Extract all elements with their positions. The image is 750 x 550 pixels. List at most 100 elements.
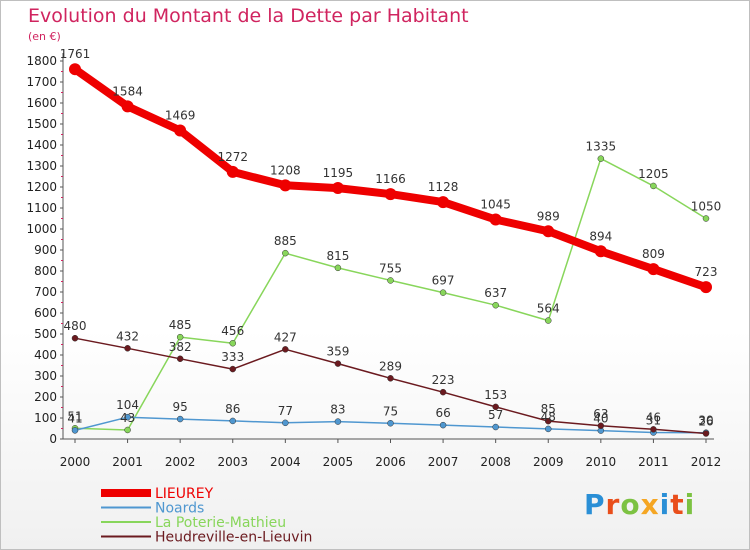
data-point bbox=[545, 425, 552, 433]
data-point bbox=[334, 264, 342, 272]
data-point bbox=[229, 339, 236, 347]
proxiti-logo: Proxiti bbox=[584, 488, 695, 521]
legend-swatch bbox=[101, 521, 151, 523]
x-tick-label: 2002 bbox=[165, 455, 196, 469]
data-point bbox=[334, 360, 342, 367]
data-point bbox=[542, 225, 555, 238]
data-point bbox=[334, 418, 342, 425]
logo-letter: i bbox=[684, 488, 696, 521]
data-label: 480 bbox=[64, 319, 87, 333]
data-point bbox=[597, 422, 605, 430]
x-tick-label: 2010 bbox=[586, 455, 617, 469]
unit-label: (en €) bbox=[28, 30, 61, 43]
data-point bbox=[71, 334, 79, 342]
data-label: 989 bbox=[537, 209, 560, 223]
data-label: 1166 bbox=[375, 172, 406, 186]
legend-label: Noards bbox=[155, 501, 204, 517]
data-point bbox=[439, 421, 447, 429]
data-label: 1205 bbox=[638, 167, 669, 181]
data-label: 1128 bbox=[428, 180, 459, 194]
y-tick-label: 300 bbox=[34, 369, 57, 383]
legend-swatch bbox=[101, 506, 151, 509]
y-tick-label: 700 bbox=[34, 285, 57, 299]
logo-letter: r bbox=[605, 488, 621, 521]
data-label: 637 bbox=[484, 286, 507, 300]
data-point bbox=[437, 196, 450, 209]
x-tick-label: 2006 bbox=[375, 455, 406, 469]
y-tick-label: 500 bbox=[34, 327, 57, 341]
data-label: 48 bbox=[541, 410, 556, 424]
data-label: 1050 bbox=[691, 200, 722, 214]
data-point bbox=[647, 263, 660, 276]
y-tick-label: 200 bbox=[34, 390, 57, 404]
logo-letter: x bbox=[640, 488, 660, 521]
data-label: 153 bbox=[484, 388, 507, 402]
data-label: 1195 bbox=[323, 166, 354, 180]
data-label: 1584 bbox=[112, 84, 143, 98]
y-tick-label: 400 bbox=[34, 348, 57, 362]
data-point bbox=[439, 388, 447, 396]
data-label: 75 bbox=[383, 404, 398, 418]
chart-title: Evolution du Montant de la Dette par Hab… bbox=[28, 5, 469, 27]
data-label: 382 bbox=[169, 340, 192, 354]
axes: 0 100 200 300 400 500 600 700 800 900 1000 1100 1200… bbox=[26, 53, 721, 469]
x-tick-label: 2008 bbox=[480, 455, 511, 469]
data-label: 1208 bbox=[270, 163, 301, 177]
data-label: 1045 bbox=[480, 198, 511, 212]
data-label: 289 bbox=[379, 359, 402, 373]
y-tick-label: 1800 bbox=[26, 54, 57, 68]
y-tick-label: 1200 bbox=[26, 180, 57, 194]
x-tick-label: 2001 bbox=[112, 455, 143, 469]
data-label: 485 bbox=[169, 318, 192, 332]
data-point bbox=[650, 426, 657, 433]
x-tick-label: 2003 bbox=[217, 455, 248, 469]
data-label: 40 bbox=[593, 412, 608, 426]
data-point bbox=[174, 124, 187, 137]
series-lines bbox=[69, 63, 712, 437]
data-label: 57 bbox=[488, 408, 503, 422]
data-label: 30 bbox=[698, 414, 713, 428]
y-tick-label: 1100 bbox=[26, 201, 57, 215]
logo-letter: o bbox=[620, 488, 641, 521]
data-point bbox=[492, 301, 499, 309]
data-point bbox=[121, 100, 134, 113]
data-label: 46 bbox=[646, 410, 661, 424]
data-label: 63 bbox=[593, 407, 608, 421]
data-point bbox=[282, 346, 289, 353]
data-point bbox=[489, 213, 502, 226]
data-point bbox=[545, 417, 552, 425]
data-point bbox=[492, 423, 499, 431]
data-point bbox=[594, 245, 607, 258]
data-label: 26 bbox=[698, 415, 713, 429]
data-label: 223 bbox=[432, 373, 455, 387]
data-point bbox=[124, 413, 131, 421]
x-tick-label: 2007 bbox=[428, 455, 459, 469]
data-label: 31 bbox=[646, 413, 661, 427]
data-label: 51 bbox=[67, 409, 82, 423]
data-label: 85 bbox=[541, 402, 556, 416]
data-point bbox=[650, 182, 657, 190]
data-point bbox=[176, 415, 184, 423]
data-label: 1469 bbox=[165, 109, 196, 123]
y-tick-label: 1700 bbox=[26, 75, 57, 89]
data-label: 723 bbox=[695, 265, 718, 279]
y-tick-label: 0 bbox=[49, 432, 57, 446]
data-point bbox=[700, 281, 712, 294]
data-point bbox=[176, 333, 184, 341]
data-label: 1335 bbox=[586, 140, 617, 154]
data-label: 894 bbox=[589, 229, 612, 243]
data-label: 95 bbox=[173, 400, 188, 414]
legend-label: LIEUREY bbox=[155, 486, 214, 502]
x-tick-label: 2004 bbox=[270, 455, 301, 469]
data-point bbox=[702, 215, 710, 222]
legend-label: La Poterie-Mathieu bbox=[155, 515, 286, 531]
data-label: 427 bbox=[274, 330, 297, 344]
data-label: 697 bbox=[432, 274, 455, 288]
y-tick-label: 1400 bbox=[26, 138, 57, 152]
y-tick-label: 1500 bbox=[26, 117, 57, 131]
data-label: 333 bbox=[221, 350, 244, 364]
data-label: 564 bbox=[537, 302, 560, 316]
data-point bbox=[492, 403, 499, 411]
data-point bbox=[387, 277, 394, 284]
